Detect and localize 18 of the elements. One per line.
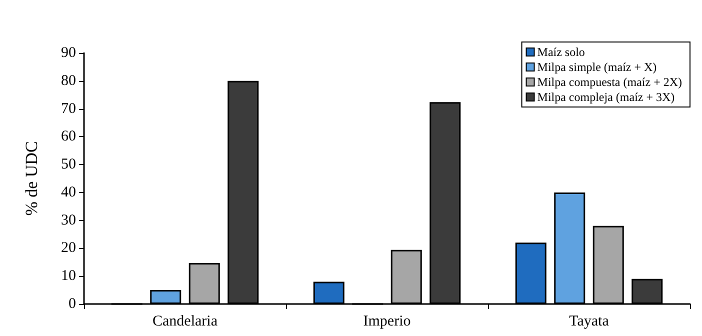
x-tick-label: Imperio — [363, 314, 411, 330]
legend-label: Milpa compuesta (maíz + 2X) — [537, 75, 682, 89]
y-tick-label: 90 — [61, 45, 76, 61]
y-tick-label: 40 — [61, 184, 76, 200]
y-tick-label: 80 — [61, 72, 76, 89]
y-tick-label: 0 — [68, 296, 76, 312]
y-tick-label: 30 — [61, 212, 76, 228]
x-tick-label: Tayata — [569, 314, 610, 330]
y-tick-label: 20 — [61, 240, 76, 256]
y-tick-label: 10 — [61, 268, 76, 284]
y-axis-title: % de UDC — [22, 141, 41, 216]
x-tick-label: Candelaria — [152, 314, 218, 330]
legend-label: Milpa compleja (maíz + 3X) — [537, 90, 675, 104]
y-tick-label: 70 — [61, 100, 76, 117]
y-tick-label: 50 — [61, 156, 76, 173]
legend-label: Maíz solo — [537, 45, 585, 59]
y-tick-label: 60 — [61, 128, 76, 145]
legend-label: Milpa simple (maíz + X) — [537, 60, 657, 74]
